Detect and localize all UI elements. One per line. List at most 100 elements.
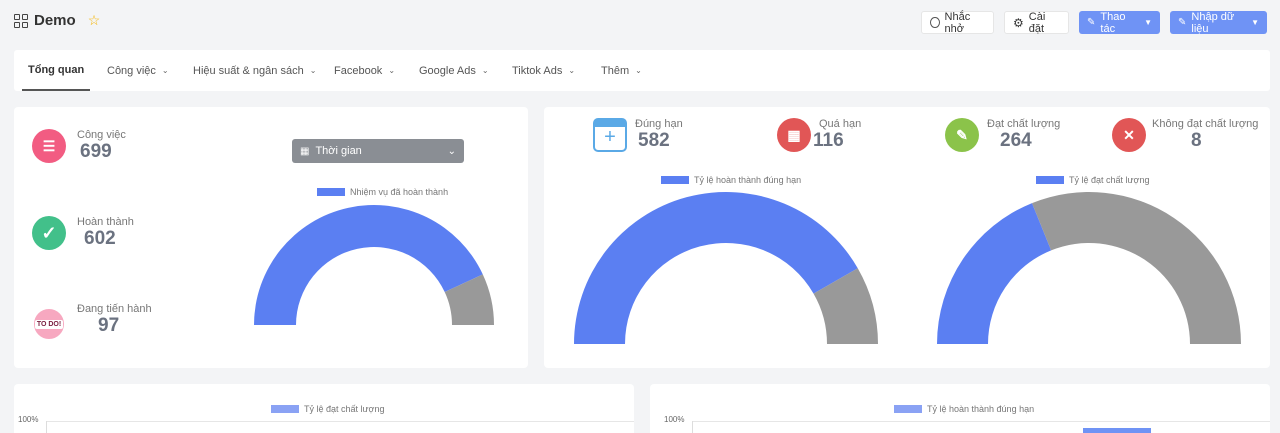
wrench-icon: ✎ [1087,17,1096,28]
tab-label: Tổng quan [28,63,85,76]
import-label: Nhập dữ liệu [1191,10,1235,35]
calendar-icon: + [593,118,627,152]
tab-label: Facebook [334,64,383,77]
import-button[interactable]: ✎ Nhập dữ liệu ▼ [1170,10,1267,35]
stat-label: Quá hạn [819,118,862,130]
stat-label: Đúng hạn [635,118,683,130]
stat-not-quality: ✕ Không đạt chất lượng 8 [1112,118,1258,152]
settings-label: Cài đặt [1028,10,1046,35]
stat-in-progress: TO DO! Đang tiến hành 97 [32,303,152,341]
time-select[interactable]: ▦ Thời gian ⌄ [292,139,464,163]
check-icon: ✓ [32,216,66,250]
chevron-down-icon: ⌄ [635,66,642,75]
chevron-down-icon: ⌄ [568,66,576,75]
gauge-segment-primary[interactable] [254,204,483,325]
caret-down-icon: ▼ [1251,18,1259,27]
legend-label: Nhiệm vụ đã hoàn thành [350,187,449,197]
tab-overview[interactable]: Tổng quan [22,50,91,91]
stat-label: Đang tiến hành [77,303,152,315]
completion-gauge [254,204,494,325]
grid-icon[interactable] [14,13,28,28]
legend-swatch [661,176,689,184]
y-axis-tick-label: 100% [664,415,685,424]
gauge-segment-primary[interactable] [574,192,858,344]
reminder-button[interactable]: Nhắc nhở [921,10,994,35]
fail-quality-icon: ✕ [1112,118,1146,152]
reminder-label: Nhắc nhở [944,10,971,35]
clock-icon [930,17,940,28]
y-axis-line [46,421,47,433]
chevron-down-icon: ⌄ [447,145,456,157]
legend-swatch [317,188,345,196]
stat-label: Hoàn thành [77,216,134,228]
app-title: Demo ☆ [14,12,100,29]
tab-tasks[interactable]: Công việc ⌄ [107,50,169,91]
tab-label: Hiệu suất & ngân sách [193,64,304,77]
chart-legend: Tỷ lệ đạt chất lượng [1036,175,1149,185]
quality-rate-chart-card: Tỷ lệ đạt chất lượng 100% [14,384,634,433]
todo-icon: TO DO! [32,307,66,341]
stat-value: 582 [638,130,670,151]
stat-tasks: ☰ Công việc 699 [32,129,126,163]
edit-icon: ✎ [1178,17,1187,28]
chevron-down-icon: ⌄ [309,66,317,75]
legend-swatch [894,405,922,413]
stat-on-time: + Đúng hạn 582 [593,118,683,152]
top-bar: Demo ☆ Nhắc nhở ⚙ Cài đặt ✎ Thao tác ▼ ✎… [0,0,1280,44]
tab-google-ads[interactable]: Google Ads ⌄ [419,50,489,91]
stat-label: Không đạt chất lượng [1152,118,1259,130]
legend-label: Tỷ lệ đạt chất lượng [1069,175,1150,185]
chart-legend: Nhiệm vụ đã hoàn thành [317,187,448,197]
stat-value: 97 [98,315,120,336]
stat-quality: ✎ Đạt chất lượng 264 [945,118,1060,152]
star-icon[interactable]: ☆ [87,12,101,28]
tab-bar: Tổng quan Công việc ⌄ Hiệu suất & ngân sá… [14,50,1270,91]
quality-icon: ✎ [945,118,979,152]
chevron-down-icon: ⌄ [161,66,169,75]
stat-value: 602 [84,228,116,249]
actions-button[interactable]: ✎ Thao tác ▼ [1079,11,1160,35]
legend-label: Tỷ lệ hoàn thành đúng hạn [927,404,1035,414]
grid-line [692,421,1270,422]
chart-bar [1083,428,1151,433]
on-time-rate-chart-card: Tỷ lệ hoàn thành đúng hạn 100% [650,384,1270,433]
on-time-gauge [574,192,878,344]
legend-label: Tỷ lệ hoàn thành đúng hạn [694,175,802,185]
stat-completed: ✓ Hoàn thành 602 [32,216,134,250]
legend-label: Tỷ lệ đạt chất lượng [304,404,385,414]
tab-performance-budget[interactable]: Hiệu suất & ngân sách ⌄ [193,50,316,91]
gauge-segment-remaining[interactable] [1032,192,1241,344]
tab-tiktok-ads[interactable]: Tiktok Ads ⌄ [512,50,575,91]
grid-line [46,421,634,422]
gauge-segment-primary[interactable] [937,203,1052,344]
tab-label: Tiktok Ads [512,64,563,77]
gear-icon: ⚙ [1013,15,1024,30]
stat-overdue: ▦ Quá hạn 116 [777,118,861,152]
chart-legend: Tỷ lệ hoàn thành đúng hạn [661,175,801,185]
y-axis-tick-label: 100% [18,415,39,424]
stat-value: 8 [1191,130,1202,151]
tab-facebook[interactable]: Facebook ⌄ [334,50,395,91]
chart-legend: Tỷ lệ hoàn thành đúng hạn [894,404,1034,414]
overdue-calendar-icon: ▦ [777,118,811,152]
calendar-icon: ▦ [300,145,310,157]
gauge-segment-remaining[interactable] [813,268,878,344]
y-axis-line [692,421,693,433]
stat-label: Công việc [77,129,126,141]
chevron-down-icon: ⌄ [481,66,489,75]
caret-down-icon: ▼ [1144,18,1152,27]
gauge-segment-remaining[interactable] [444,274,494,325]
todo-icon-text: TO DO! [34,319,64,329]
time-select-value: Thời gian [315,145,362,157]
legend-swatch [271,405,299,413]
chart-legend: Tỷ lệ đạt chất lượng [271,404,384,414]
stat-label: Đạt chất lượng [987,118,1061,130]
page-title: Demo [34,12,76,29]
tab-label: Công việc [107,64,156,77]
tab-label: Thêm [601,64,630,77]
task-icon: ☰ [32,129,66,163]
stat-value: 116 [813,130,844,151]
settings-button[interactable]: ⚙ Cài đặt [1004,10,1069,35]
tab-more[interactable]: Thêm ⌄ [601,50,642,91]
quality-gauge [937,192,1241,344]
